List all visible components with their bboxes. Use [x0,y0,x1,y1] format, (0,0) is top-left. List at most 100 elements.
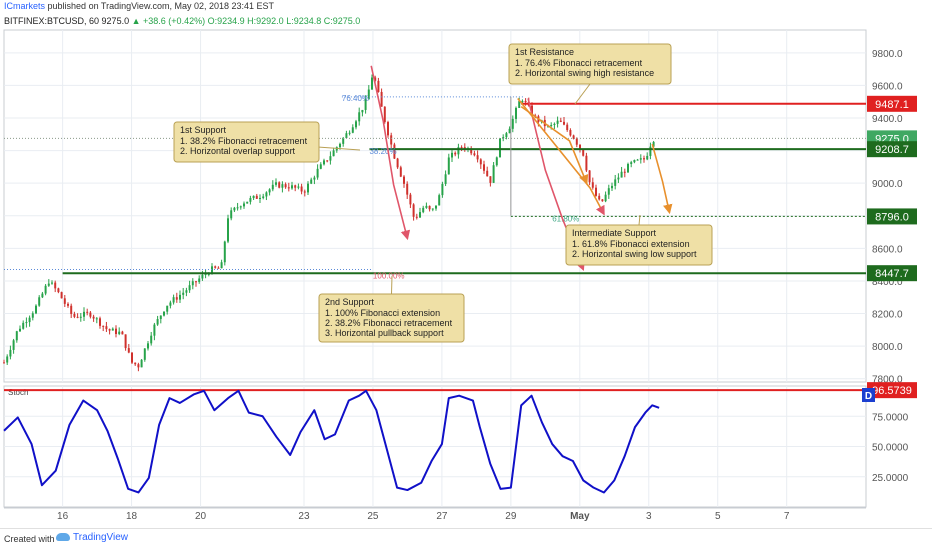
candle-body [329,156,332,161]
candle-body [313,177,316,180]
price-tag-label: 8796.0 [875,211,909,223]
candle-body [355,121,357,128]
candle-body [620,171,623,178]
candle-body [406,183,409,195]
candle-body [63,298,66,304]
stoch-level-tag [867,382,917,399]
candle-body [476,155,479,160]
symbol-label[interactable]: BITFINEX:BTCUSD, 60 [4,16,100,26]
candle-body [105,326,108,330]
callout-pointer [638,214,641,226]
candle-body [214,266,217,268]
tradingview-logo-icon [56,533,70,542]
candle-body [198,278,201,282]
time-tick-label: 7 [784,511,790,522]
candle-body [303,191,306,193]
candle-body [483,164,485,171]
candle-body [86,311,89,313]
candle-body [460,147,463,149]
callout-pointer [574,83,591,105]
candle-body [15,331,18,341]
candle-body [623,171,626,173]
annotation-line: 1. 61.8% Fibonacci extension [572,239,690,249]
candle-body [393,144,396,159]
candle-body [451,152,453,158]
open-value: O:9234.9 [207,16,245,26]
candle-body [415,216,418,218]
candle-body [342,138,345,144]
candle-body [409,194,412,205]
candle-body [310,179,313,184]
candle-body [6,356,9,363]
candle-body [118,331,121,335]
candle-body [633,160,636,163]
candle-body [25,322,28,324]
candle-body [92,316,95,319]
candle-body [265,192,268,197]
candle-body [41,293,44,298]
candle-body [403,176,405,184]
candle-body [121,331,124,335]
candle-body [425,205,428,208]
candle-body [115,328,117,335]
candle-body [636,159,639,161]
candle-body [124,334,127,349]
time-tick-label: 5 [715,511,721,522]
candle-body [604,194,607,202]
fib-label: 38.20% [369,147,396,156]
candle-body [159,315,162,320]
tradingview-link[interactable]: TradingView [56,532,128,543]
published-text: published on TradingView.com, May 02, 20… [47,1,275,11]
publisher-name[interactable]: ICmarkets [4,1,46,11]
candle-body [51,282,53,284]
candle-body [271,184,274,190]
stoch-badge [862,388,875,402]
candle-body [108,329,111,331]
price-tick-label: 8400.0 [872,277,903,288]
price-tag-8796.0 [867,208,917,225]
candle-body [479,159,482,165]
candle-body [54,282,57,289]
stoch-level-label: 96.5739 [872,385,912,397]
candle-body [255,195,258,199]
candle-body [201,274,204,279]
candle-body [73,313,76,317]
stoch-title: Stoch [8,388,28,397]
price-tag-label: 9208.7 [875,144,909,156]
candle-body [441,183,444,196]
candle-body [22,322,25,329]
arrow-pullback-red [370,65,411,241]
candle-body [614,179,617,186]
candle-body [102,325,105,327]
symbol-legend: BITFINEX:BTCUSD, 60 9275.0 ▲ +38.6 (+0.4… [4,16,360,26]
candle-body [643,158,645,160]
candle-body [230,210,233,219]
candle-body [473,153,476,156]
candle-body [463,147,466,150]
candle-body [518,101,521,108]
candle-body [47,283,50,286]
candle-body [60,292,63,299]
candle-body [156,319,159,325]
created-with-text: Created with [4,534,55,544]
candle-body [140,359,143,368]
candle-body [364,99,367,110]
stoch-tick-label: 25.0000 [872,473,909,484]
fib-label: 61.80% [552,214,579,223]
candle-body [111,328,114,331]
candle-body [566,124,569,131]
candle-body [380,91,383,107]
annotation-line: 1. 76.4% Fibonacci retracement [515,58,643,68]
arrow-orange-end [651,143,673,215]
candle-body [259,197,261,199]
time-tick-label: 29 [505,511,517,522]
candle-body [297,186,300,188]
candle-body [38,297,41,306]
candle-body [447,157,450,175]
candle-body [598,195,601,200]
candle-body [131,352,133,363]
candle-body [294,185,297,188]
candle-body [508,128,511,134]
candle-body [572,135,575,139]
